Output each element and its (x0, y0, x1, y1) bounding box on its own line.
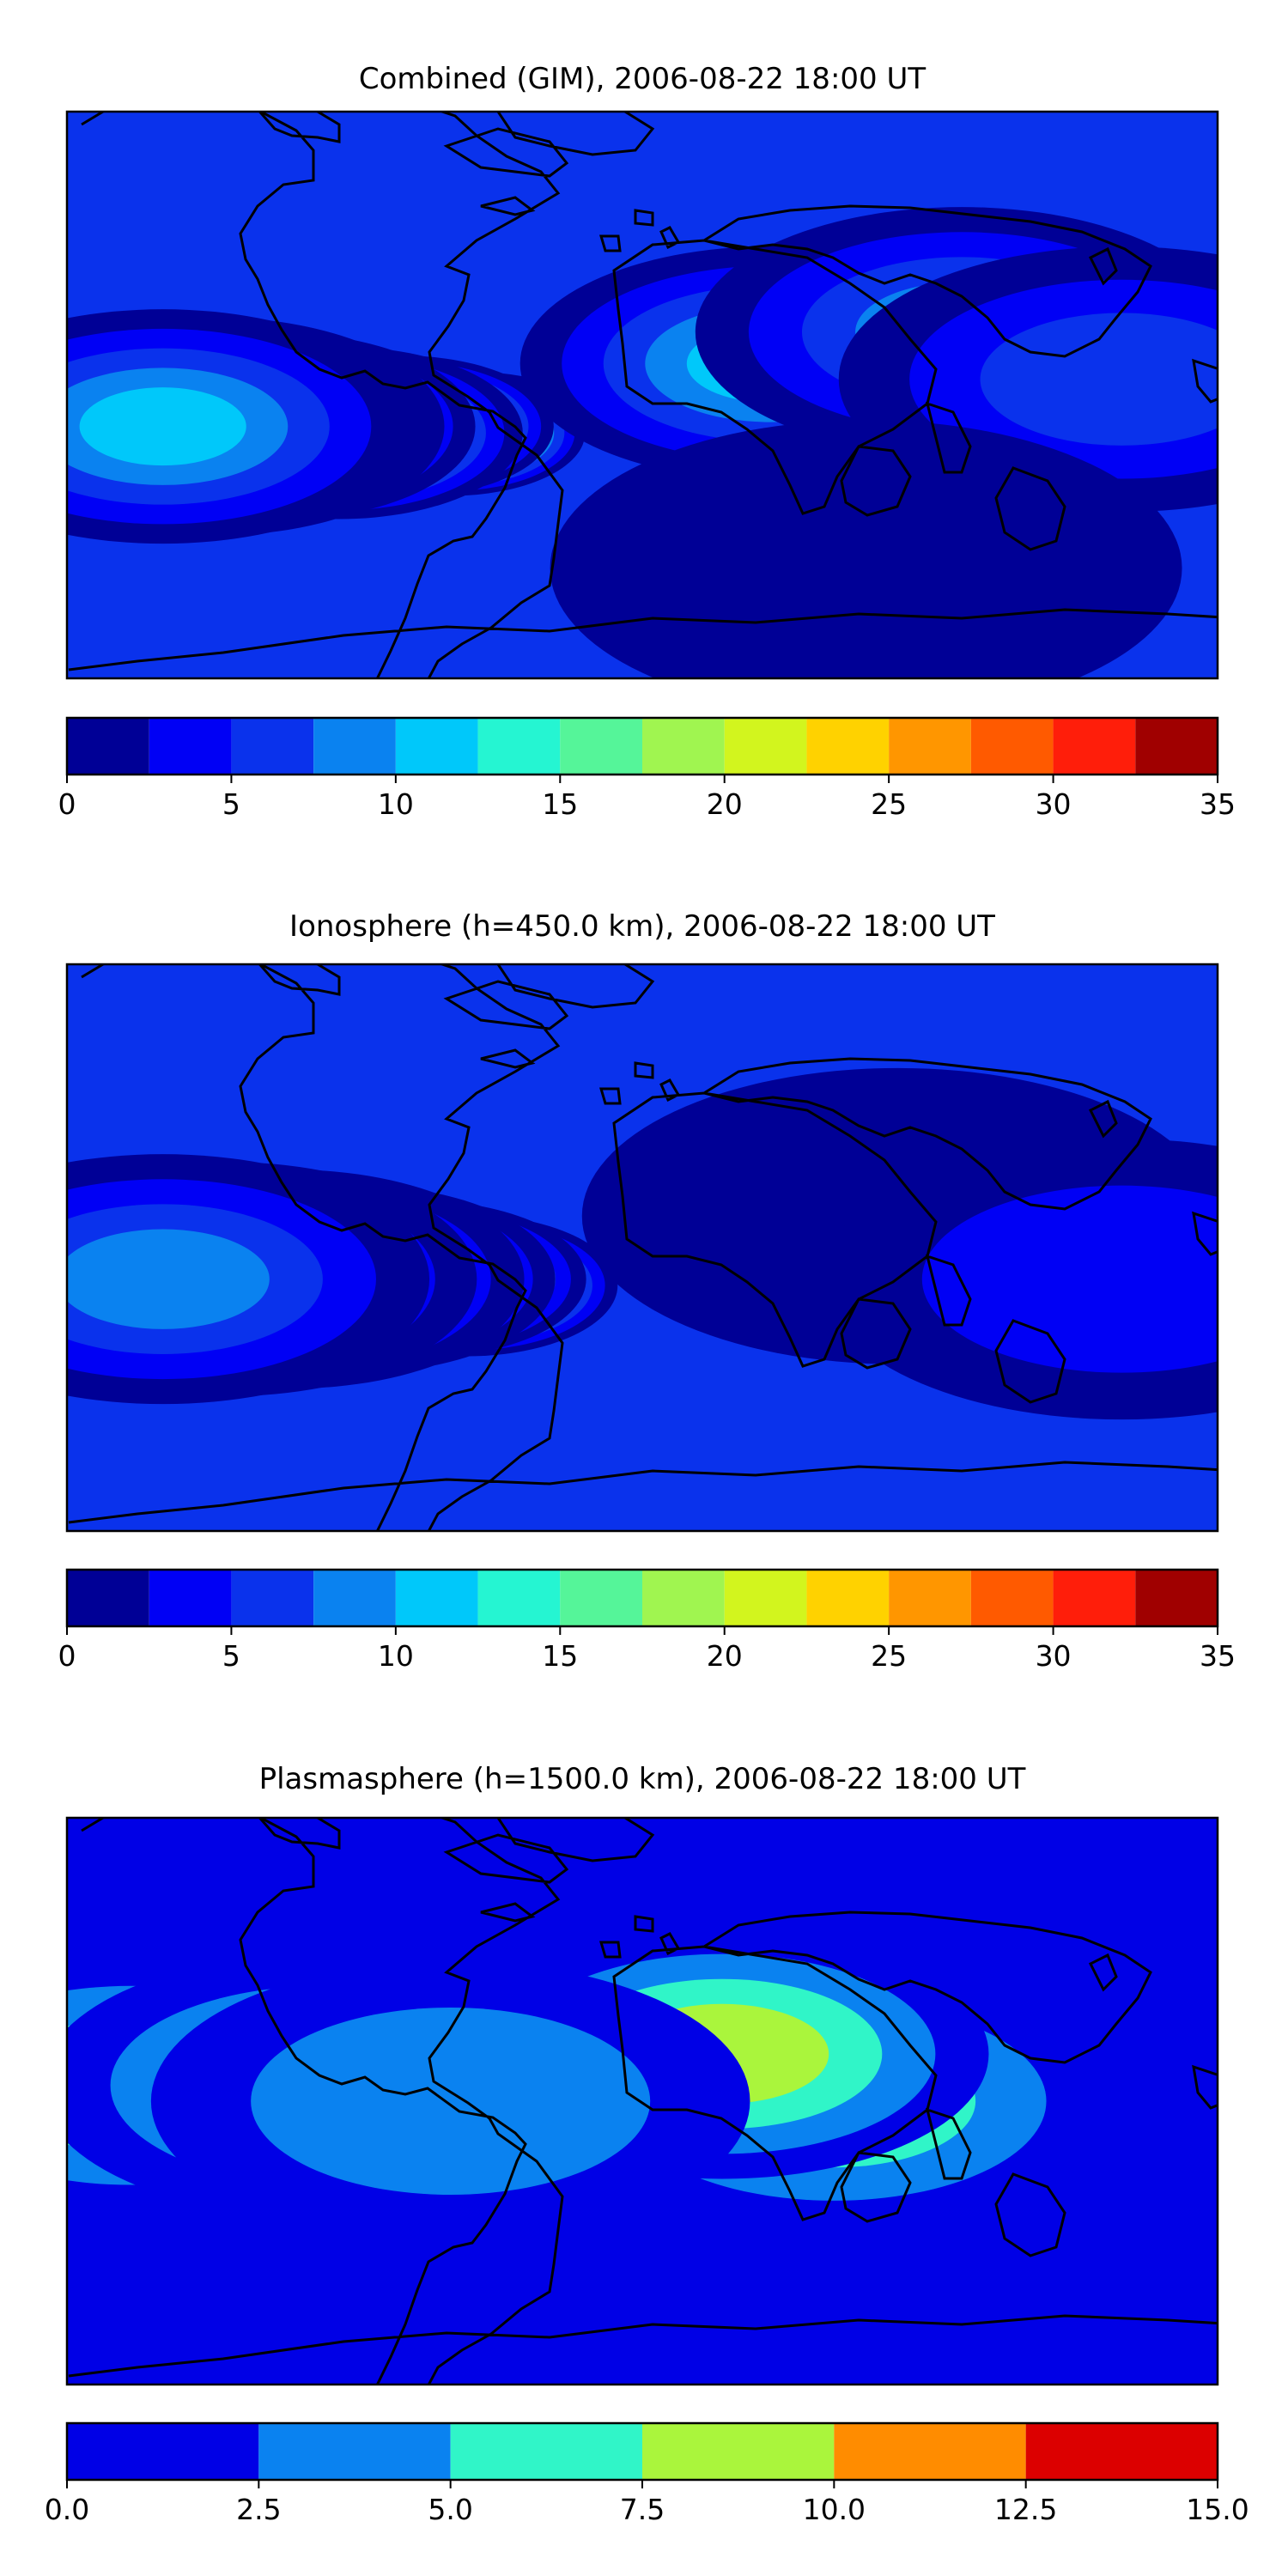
colorbar-swatch (806, 1570, 890, 1626)
contour-level (79, 387, 246, 466)
colorbar-tick-label: 12.5 (994, 2493, 1057, 2526)
panel-title: Ionosphere (h=450.0 km), 2006-08-22 18:0… (289, 909, 995, 944)
panel-combined: Combined (GIM), 2006-08-22 18:00 UT 0 5 10… (58, 62, 1236, 821)
colorbar-swatch (477, 1570, 561, 1626)
colorbar-swatch (806, 718, 890, 775)
colorbar-swatch (889, 1570, 971, 1626)
colorbar-swatch (67, 1570, 149, 1626)
colorbar-swatch (313, 1570, 396, 1626)
colorbar-swatch (642, 2423, 835, 2480)
colorbar-tick-label: 5 (222, 787, 240, 821)
map-area (67, 112, 1218, 678)
colorbar-swatch (450, 2423, 642, 2480)
colorbar-tick-label: 10 (378, 787, 414, 821)
colorbar: 0 5 10 15 20 25 30 35 (58, 1568, 1236, 1673)
colorbar-swatch (313, 718, 396, 775)
colorbar: 0.0 2.5 5.0 7.5 10.0 12.5 15.0 (45, 2421, 1249, 2526)
colorbar-tick-label: 30 (1036, 787, 1072, 821)
colorbar-swatch (149, 1570, 232, 1626)
contour-level (921, 1185, 1218, 1373)
colorbar-swatch (560, 718, 642, 775)
colorbar-swatch (724, 718, 807, 775)
colorbar-tick-label: 2.5 (236, 2493, 281, 2526)
colorbar-swatch (258, 2423, 451, 2480)
colorbar-tick-label: 15 (542, 1639, 578, 1673)
colorbar-tick-label: 10.0 (803, 2493, 866, 2526)
colorbar-swatch (642, 718, 725, 775)
colorbar-swatch (67, 718, 149, 775)
contour-level (67, 1229, 270, 1329)
colorbar-tick-label: 25 (871, 787, 907, 821)
colorbar-swatch (560, 1570, 642, 1626)
colorbar-swatch (724, 1570, 807, 1626)
colorbar-tick-label: 15.0 (1186, 2493, 1249, 2526)
panel-title: Plasmasphere (h=1500.0 km), 2006-08-22 1… (259, 1762, 1026, 1796)
colorbar-tick-label: 5 (222, 1639, 240, 1673)
colorbar-swatch (1053, 1570, 1136, 1626)
map-area (67, 1818, 1218, 2385)
colorbar-swatch (1053, 718, 1136, 775)
colorbar: 0 5 10 15 20 25 30 35 (58, 716, 1236, 821)
contour-field (67, 1929, 1117, 2242)
colorbar-frame (65, 1568, 1219, 1628)
contour-field (67, 207, 1218, 678)
colorbar-tick-label: 30 (1036, 1639, 1072, 1673)
colorbar-swatch (1135, 718, 1218, 775)
colorbar-swatch (642, 1570, 725, 1626)
contour-level (550, 420, 1182, 678)
colorbar-swatch (231, 718, 314, 775)
map-frame (65, 1816, 1219, 2386)
colorbar-swatch (970, 718, 1054, 775)
colorbar-tick-label: 20 (707, 787, 743, 821)
colorbar-tick-label: 20 (707, 1639, 743, 1673)
colorbar-tick-label: 25 (871, 1639, 907, 1673)
panel-title: Combined (GIM), 2006-08-22 18:00 UT (359, 62, 926, 96)
map-frame (65, 963, 1219, 1533)
colorbar-swatch (970, 1570, 1054, 1626)
map-area (67, 964, 1218, 1531)
colorbar-swatch (834, 2423, 1026, 2480)
colorbar-swatch (67, 2423, 259, 2480)
colorbar-tick-label: 0.0 (45, 2493, 89, 2526)
colorbar-swatch (395, 1570, 478, 1626)
colorbar-swatch (231, 1570, 314, 1626)
contour-field (67, 1067, 1218, 1420)
colorbar-swatch (477, 718, 561, 775)
panel-plasmasphere: Plasmasphere (h=1500.0 km), 2006-08-22 1… (45, 1762, 1249, 2526)
colorbar-swatch (889, 718, 971, 775)
colorbar-tick-label: 10 (378, 1639, 414, 1673)
colorbar-tick-label: 35 (1200, 1639, 1236, 1673)
colorbar-tick-label: 0 (58, 787, 76, 821)
colorbar-tick-label: 5.0 (428, 2493, 472, 2526)
colorbar-tick-label: 35 (1200, 787, 1236, 821)
colorbar-swatch (1025, 2423, 1218, 2480)
contour-level (251, 2008, 651, 2195)
colorbar-tick-label: 7.5 (620, 2493, 665, 2526)
colorbar-swatch (149, 718, 232, 775)
colorbar-frame (65, 716, 1219, 776)
colorbar-swatch (395, 718, 478, 775)
panel-ionosphere: Ionosphere (h=450.0 km), 2006-08-22 18:0… (58, 909, 1236, 1673)
map-frame (65, 110, 1219, 680)
colorbar-swatch (1135, 1570, 1218, 1626)
contour-level (980, 313, 1218, 446)
colorbar-tick-label: 0 (58, 1639, 76, 1673)
colorbar-tick-label: 15 (542, 787, 578, 821)
